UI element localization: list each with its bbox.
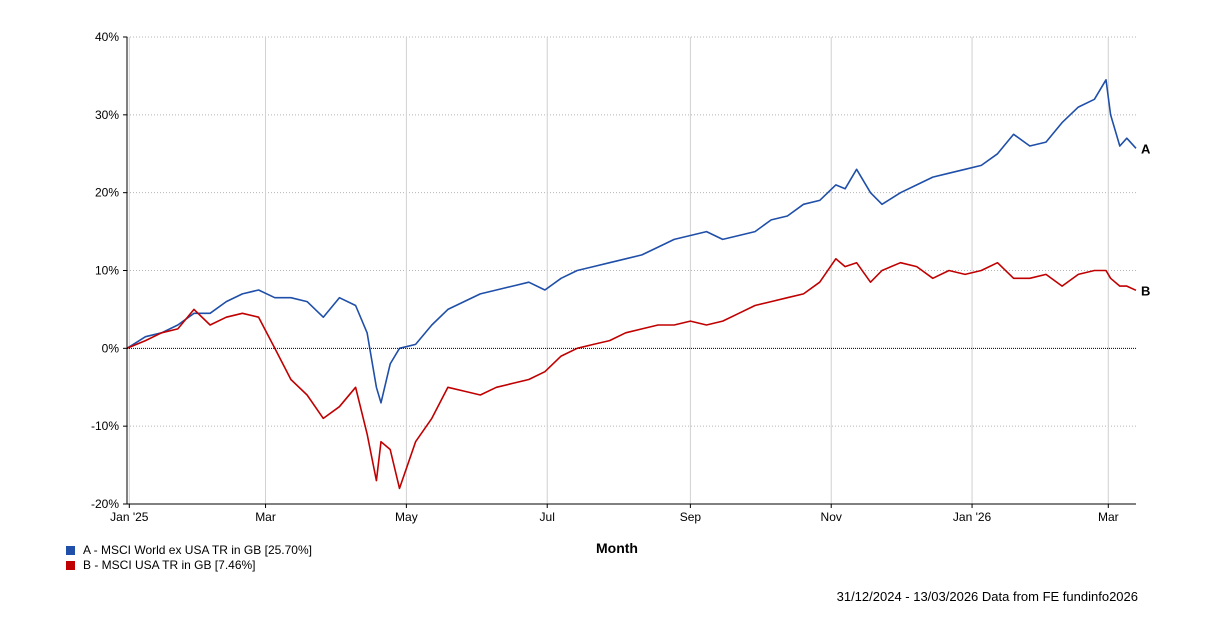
grid: [127, 36, 1136, 504]
series-line-a: [126, 79, 1137, 404]
data-source-footer: 31/12/2024 - 13/03/2026 Data from FE fun…: [836, 589, 1138, 604]
y-tick-label: 10%: [95, 264, 119, 278]
legend-swatch-b: [66, 561, 75, 570]
axes: -20% -10% 0% 10% 20% 30% 40% Jan '25 Mar May Jul Se…: [91, 30, 1136, 524]
legend-label-b: B - MSCI USA TR in GB [7.46%]: [83, 558, 256, 572]
series-end-label-b: B: [1141, 283, 1150, 298]
x-tick-label: Sep: [680, 510, 702, 524]
y-tick-label: -10%: [91, 419, 119, 433]
legend-item-a: A - MSCI World ex USA TR in GB [25.70%]: [66, 543, 312, 558]
legend-label-a: A - MSCI World ex USA TR in GB [25.70%]: [83, 543, 312, 557]
x-tick-label: Jan '25: [110, 510, 149, 524]
x-tick-label: Mar: [1098, 510, 1119, 524]
y-tick-label: 0%: [102, 341, 120, 355]
x-tick-label: Jan '26: [953, 510, 992, 524]
y-tick-label: 40%: [95, 30, 119, 44]
x-tick-label: Mar: [255, 510, 276, 524]
y-tick-label: 30%: [95, 108, 119, 122]
y-tick-label: -20%: [91, 497, 119, 511]
legend-swatch-a: [66, 546, 75, 555]
legend: A - MSCI World ex USA TR in GB [25.70%] …: [66, 543, 312, 573]
x-tick-label: Jul: [540, 510, 555, 524]
x-tick-label: Nov: [821, 510, 842, 524]
series-end-label-a: A: [1141, 141, 1151, 156]
y-tick-label: 20%: [95, 186, 119, 200]
x-axis-title: Month: [596, 540, 638, 556]
series-end-labels: AB: [1141, 141, 1151, 298]
legend-item-b: B - MSCI USA TR in GB [7.46%]: [66, 558, 312, 573]
series-line-b: [126, 258, 1137, 490]
x-tick-label: May: [395, 510, 418, 524]
series-lines: [126, 79, 1137, 490]
plot-area: -20% -10% 0% 10% 20% 30% 40% Jan '25 Mar May Jul Se…: [91, 30, 1151, 524]
